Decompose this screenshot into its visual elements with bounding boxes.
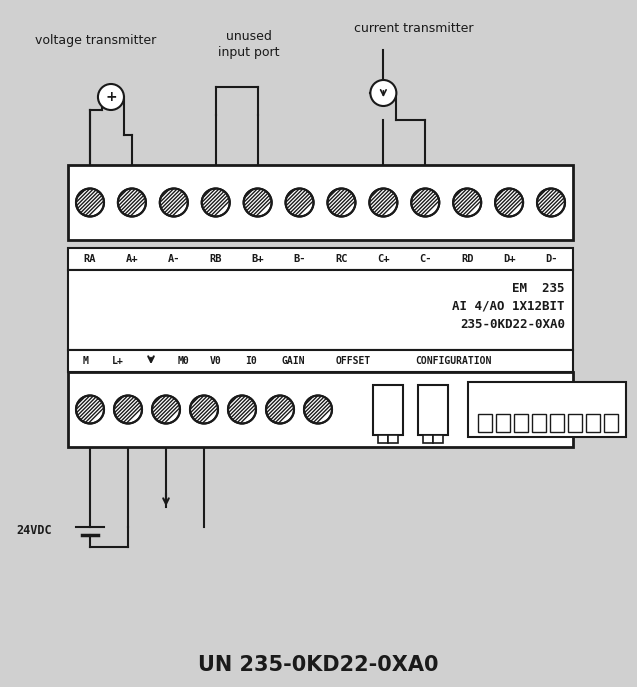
Text: voltage transmitter: voltage transmitter: [35, 34, 157, 47]
Text: +: +: [105, 90, 117, 104]
Text: V0: V0: [210, 356, 222, 366]
Bar: [68, 350, 573, 372]
Text: B-: B-: [293, 254, 306, 264]
Text: current transmitter: current transmitter: [354, 22, 473, 35]
Text: RD: RD: [461, 254, 473, 264]
Circle shape: [370, 80, 396, 106]
Text: RA: RA: [83, 254, 96, 264]
Bar: [532, 414, 546, 432]
Circle shape: [190, 396, 218, 423]
Text: A-: A-: [168, 254, 180, 264]
Bar: [468, 382, 626, 437]
Bar: [423, 435, 433, 443]
Circle shape: [304, 396, 332, 423]
Bar: [514, 414, 528, 432]
Circle shape: [76, 396, 104, 423]
Circle shape: [453, 188, 481, 216]
Bar: [478, 414, 492, 432]
Text: M0: M0: [177, 356, 189, 366]
Text: unused
input port: unused input port: [218, 30, 280, 59]
Circle shape: [266, 396, 294, 423]
Bar: [496, 414, 510, 432]
Circle shape: [243, 188, 271, 216]
Text: OFFSET: OFFSET: [335, 356, 371, 366]
Text: GAIN: GAIN: [282, 356, 304, 366]
Circle shape: [160, 188, 188, 216]
Bar: [604, 414, 618, 432]
Bar: [586, 414, 600, 432]
Bar: [68, 165, 573, 240]
Text: CONFIGURATION: CONFIGURATION: [415, 356, 491, 366]
Text: AI 4/AO 1X12BIT: AI 4/AO 1X12BIT: [452, 300, 565, 313]
Text: D-: D-: [545, 254, 557, 264]
Bar: [373, 385, 403, 435]
Circle shape: [202, 188, 230, 216]
Bar: [550, 414, 564, 432]
Bar: [418, 385, 448, 435]
Bar: [433, 435, 443, 443]
Circle shape: [495, 188, 523, 216]
Text: RB: RB: [210, 254, 222, 264]
Circle shape: [98, 84, 124, 110]
Circle shape: [327, 188, 355, 216]
Text: 235-0KD22-0XA0: 235-0KD22-0XA0: [460, 317, 565, 330]
Text: D+: D+: [503, 254, 515, 264]
Circle shape: [152, 396, 180, 423]
Bar: [568, 414, 582, 432]
Circle shape: [369, 188, 397, 216]
Circle shape: [118, 188, 146, 216]
Bar: [68, 248, 573, 270]
Circle shape: [285, 188, 313, 216]
Circle shape: [228, 396, 256, 423]
Text: UN 235-0KD22-0XA0: UN 235-0KD22-0XA0: [198, 655, 439, 675]
Text: M: M: [83, 356, 89, 366]
Text: L+: L+: [112, 356, 124, 366]
Text: I0: I0: [245, 356, 257, 366]
Circle shape: [537, 188, 565, 216]
Text: 24VDC: 24VDC: [17, 524, 52, 537]
Text: EM  235: EM 235: [513, 282, 565, 295]
Text: B+: B+: [252, 254, 264, 264]
Text: C+: C+: [377, 254, 390, 264]
Bar: [68, 372, 573, 447]
Circle shape: [412, 188, 440, 216]
Bar: [388, 435, 398, 443]
Circle shape: [114, 396, 142, 423]
Bar: [378, 435, 388, 443]
Text: A+: A+: [125, 254, 138, 264]
Bar: [68, 270, 573, 350]
Text: RC: RC: [335, 254, 348, 264]
Circle shape: [76, 188, 104, 216]
Text: C-: C-: [419, 254, 431, 264]
